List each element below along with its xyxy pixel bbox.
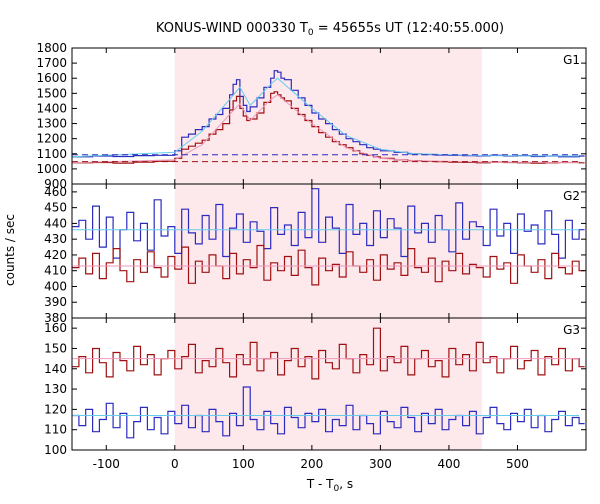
y-tick-label: 1700	[36, 56, 67, 70]
y-tick-label: 100	[44, 443, 67, 457]
y-tick-label: 460	[44, 185, 67, 199]
panel-label: G1	[563, 53, 580, 67]
highlight-interval	[174, 184, 482, 318]
series-g1-red-step	[72, 91, 585, 164]
series-g1-fit_red-line	[71, 94, 580, 164]
panel-frame	[71, 317, 587, 451]
chart-title: KONUS-WIND 000330 T0 = 45655s UT (12:40:…	[156, 21, 504, 38]
y-axis-label: counts / sec	[3, 214, 17, 286]
y-tick-label: 1800	[36, 41, 67, 55]
series-g1-fit_blue-line	[71, 77, 580, 158]
x-tick-label: 400	[437, 457, 460, 471]
highlight-interval	[174, 318, 482, 450]
x-tick-label: 0	[171, 457, 179, 471]
series-g3-red-step	[72, 327, 585, 380]
y-tick-label: 140	[44, 362, 67, 376]
x-tick-label: -100	[93, 457, 120, 471]
chart-title-main: KONUS-WIND 000330 T	[156, 21, 308, 36]
x-tick-label: 500	[506, 457, 529, 471]
y-tick-label: 390	[44, 295, 67, 309]
y-tick-label: 1000	[36, 162, 67, 176]
y-tick-label: 1300	[36, 117, 67, 131]
chart-title-subscript: 0	[308, 28, 314, 38]
x-axis-label-main: T - T	[306, 477, 334, 491]
y-tick-label: 1500	[36, 86, 67, 100]
y-tick-label: 450	[44, 201, 67, 215]
y-tick-label: 410	[44, 264, 67, 278]
x-axis-label: T - T0, s	[306, 477, 353, 494]
panel-label: G2	[563, 189, 580, 203]
y-tick-label: 900	[44, 177, 67, 191]
y-tick-label: 1100	[36, 147, 67, 161]
y-tick-label: 400	[44, 279, 67, 293]
y-tick-label: 1600	[36, 71, 67, 85]
highlight-interval	[174, 48, 482, 184]
y-tick-label: 380	[44, 311, 67, 325]
y-tick-label: 440	[44, 216, 67, 230]
y-tick-label: 110	[44, 423, 67, 437]
chart-title-rest: = 45655s UT (12:40:55.000)	[314, 21, 504, 36]
y-tick-label: 430	[44, 232, 67, 246]
x-axis-label-rest: , s	[339, 477, 353, 491]
y-tick-label: 420	[44, 248, 67, 262]
x-tick-label: 200	[300, 457, 323, 471]
y-tick-label: 120	[44, 402, 67, 416]
y-tick-label: 1200	[36, 132, 67, 146]
x-tick-label: 100	[232, 457, 255, 471]
panel-label: G3	[563, 323, 580, 337]
y-tick-label: 1400	[36, 101, 67, 115]
series-g2-blue-step	[72, 188, 585, 259]
series-g2-red-step	[72, 244, 585, 286]
x-axis-label-subscript: 0	[334, 484, 340, 494]
series-g3-blue-step	[72, 386, 585, 439]
y-tick-label: 160	[44, 321, 67, 335]
x-tick-label: 300	[369, 457, 392, 471]
y-tick-label: 150	[44, 341, 67, 355]
y-tick-label: 130	[44, 382, 67, 396]
